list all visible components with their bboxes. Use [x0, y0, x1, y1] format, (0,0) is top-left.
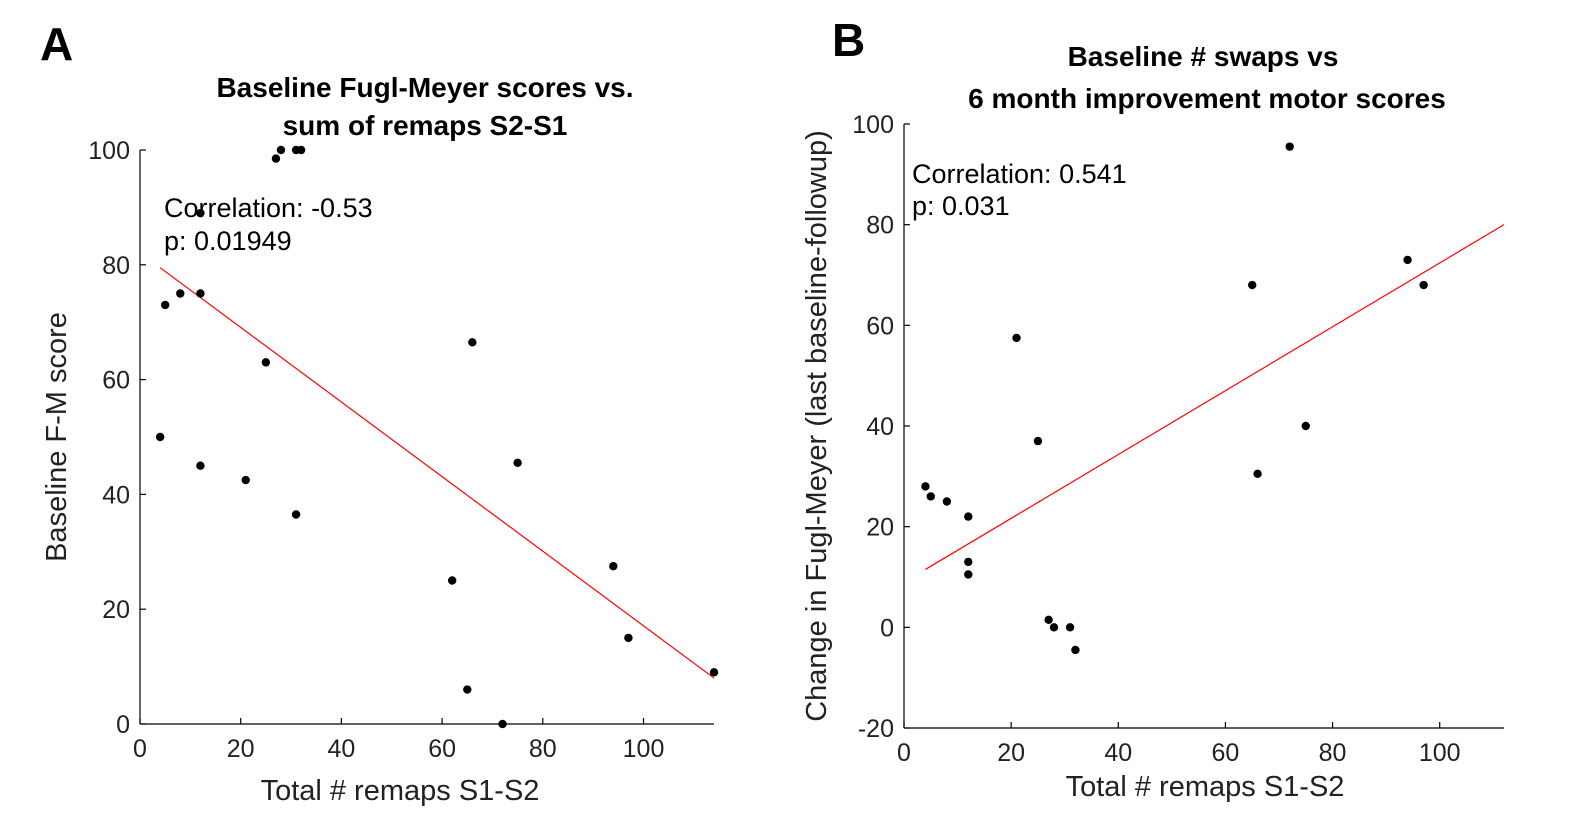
chart-panel-a: A Baseline Fugl-Meyer scores vs. sum of …: [40, 18, 719, 807]
chart-b-data-point: [1049, 623, 1059, 632]
chart-a-y-tick-label: 60: [102, 367, 130, 395]
chart-b-y-tick-label: 40: [866, 413, 894, 441]
panel-label-b: B: [832, 14, 865, 66]
chart-a-data-point: [296, 145, 306, 155]
chart-b-y-tick-label: 0: [880, 614, 894, 642]
chart-a-x-tick-label: 100: [623, 735, 665, 763]
chart-b-correlation-text: Correlation: 0.541: [912, 159, 1127, 189]
chart-a-data-point: [196, 461, 205, 470]
chart-a-x-tick-label: 60: [428, 735, 456, 763]
chart-b-data-point: [964, 512, 973, 521]
chart-a-data-point: [624, 633, 633, 643]
chart-a-ticks: 0 20 40 60 80 100 0 20 40 60 80 100: [88, 137, 664, 763]
chart-a-data-point: [709, 668, 719, 677]
chart-b-data-point: [964, 570, 973, 579]
chart-a-data-point: [176, 289, 185, 298]
chart-b-data-point: [1403, 255, 1412, 265]
chart-b-data-point: [1419, 280, 1428, 290]
chart-a-data-point: [513, 458, 522, 468]
chart-a-x-tick-label: 20: [227, 735, 255, 763]
chart-b-data-point: [1065, 623, 1075, 632]
chart-a-y-tick-label: 20: [102, 596, 130, 624]
chart-b-x-axis-label: Total # remaps S1-S2: [1066, 771, 1345, 803]
chart-a-data-point: [463, 685, 472, 694]
chart-b-p-value-text: p: 0.031: [912, 191, 1010, 221]
chart-a-x-tick-label: 0: [133, 735, 147, 763]
chart-a-x-axis-label: Total # remaps S1-S2: [261, 775, 540, 807]
chart-a-y-axis-label: Baseline F-M score: [41, 312, 73, 562]
chart-b-title-line-1: Baseline # swaps vs: [1068, 41, 1339, 72]
chart-a-data-point: [291, 510, 301, 519]
chart-b-data-point: [921, 482, 930, 491]
chart-a-data-point: [447, 576, 457, 585]
chart-a-title-line-2: sum of remaps S2-S1: [283, 110, 568, 141]
chart-b-y-tick-label: 60: [866, 312, 894, 340]
chart-b-x-tick-label: 0: [897, 739, 911, 767]
chart-a-data-point: [498, 719, 507, 729]
chart-a-y-tick-label: 100: [88, 137, 130, 165]
chart-b-data-point: [1044, 615, 1053, 624]
chart-b-data-point: [1071, 645, 1080, 655]
chart-a-y-tick-label: 40: [102, 481, 130, 509]
chart-b-data-point: [1033, 436, 1043, 446]
chart-a-x-tick-label: 40: [327, 735, 355, 763]
chart-a-title-line-1: Baseline Fugl-Meyer scores vs.: [216, 72, 633, 103]
chart-b-title-line-2: 6 month improvement motor scores: [968, 83, 1446, 114]
chart-b-y-tick-label: 80: [866, 212, 894, 240]
chart-b-fit-line: [925, 224, 1505, 570]
chart-b-data-point: [964, 557, 973, 567]
chart-a-y-tick-label: 0: [116, 711, 130, 739]
chart-a-data-point: [160, 300, 170, 310]
chart-b-data-point: [1301, 421, 1310, 431]
chart-b-points: [921, 142, 1428, 655]
chart-b-data-point: [942, 497, 952, 506]
chart-a-data-point: [261, 358, 271, 367]
chart-a-data-point: [271, 154, 281, 163]
chart-b-x-tick-label: 80: [1319, 739, 1347, 767]
chart-b-y-tick-label: 100: [852, 111, 894, 139]
chart-b-y-axis-label: Change in Fugl-Meyer (last baseline-foll…: [801, 130, 833, 722]
chart-a-points: [155, 145, 719, 729]
chart-a-data-point: [276, 145, 286, 155]
chart-b-x-tick-label: 60: [1212, 739, 1240, 767]
chart-a-data-point: [155, 432, 165, 442]
chart-a-fit-line: [159, 267, 715, 679]
chart-b-x-tick-label: 40: [1104, 739, 1132, 767]
chart-b-x-tick-label: 20: [997, 739, 1025, 767]
chart-b-data-point: [1248, 280, 1257, 290]
chart-panel-b: B Baseline # swaps vs 6 month improvemen…: [801, 14, 1505, 803]
chart-a-data-point: [196, 208, 205, 218]
chart-b-data-point: [926, 492, 935, 501]
chart-b-y-tick-label: 20: [866, 514, 894, 542]
chart-a-p-value-text: p: 0.01949: [164, 226, 292, 256]
chart-b-data-point: [1253, 469, 1262, 479]
chart-b-y-tick-label: -20: [858, 715, 894, 743]
chart-b-data-point: [1012, 333, 1021, 343]
chart-a-correlation-text: Correlation: -0.53: [164, 193, 373, 223]
panel-label-a: A: [40, 18, 73, 70]
chart-a-x-tick-label: 80: [529, 735, 557, 763]
chart-b-x-tick-label: 100: [1419, 739, 1461, 767]
chart-a-data-point: [196, 289, 205, 298]
chart-a-data-point: [241, 475, 250, 485]
chart-b-data-point: [1285, 142, 1294, 151]
chart-a-y-tick-label: 80: [102, 252, 130, 280]
chart-a-data-point: [468, 338, 477, 347]
chart-a-data-point: [609, 561, 618, 571]
